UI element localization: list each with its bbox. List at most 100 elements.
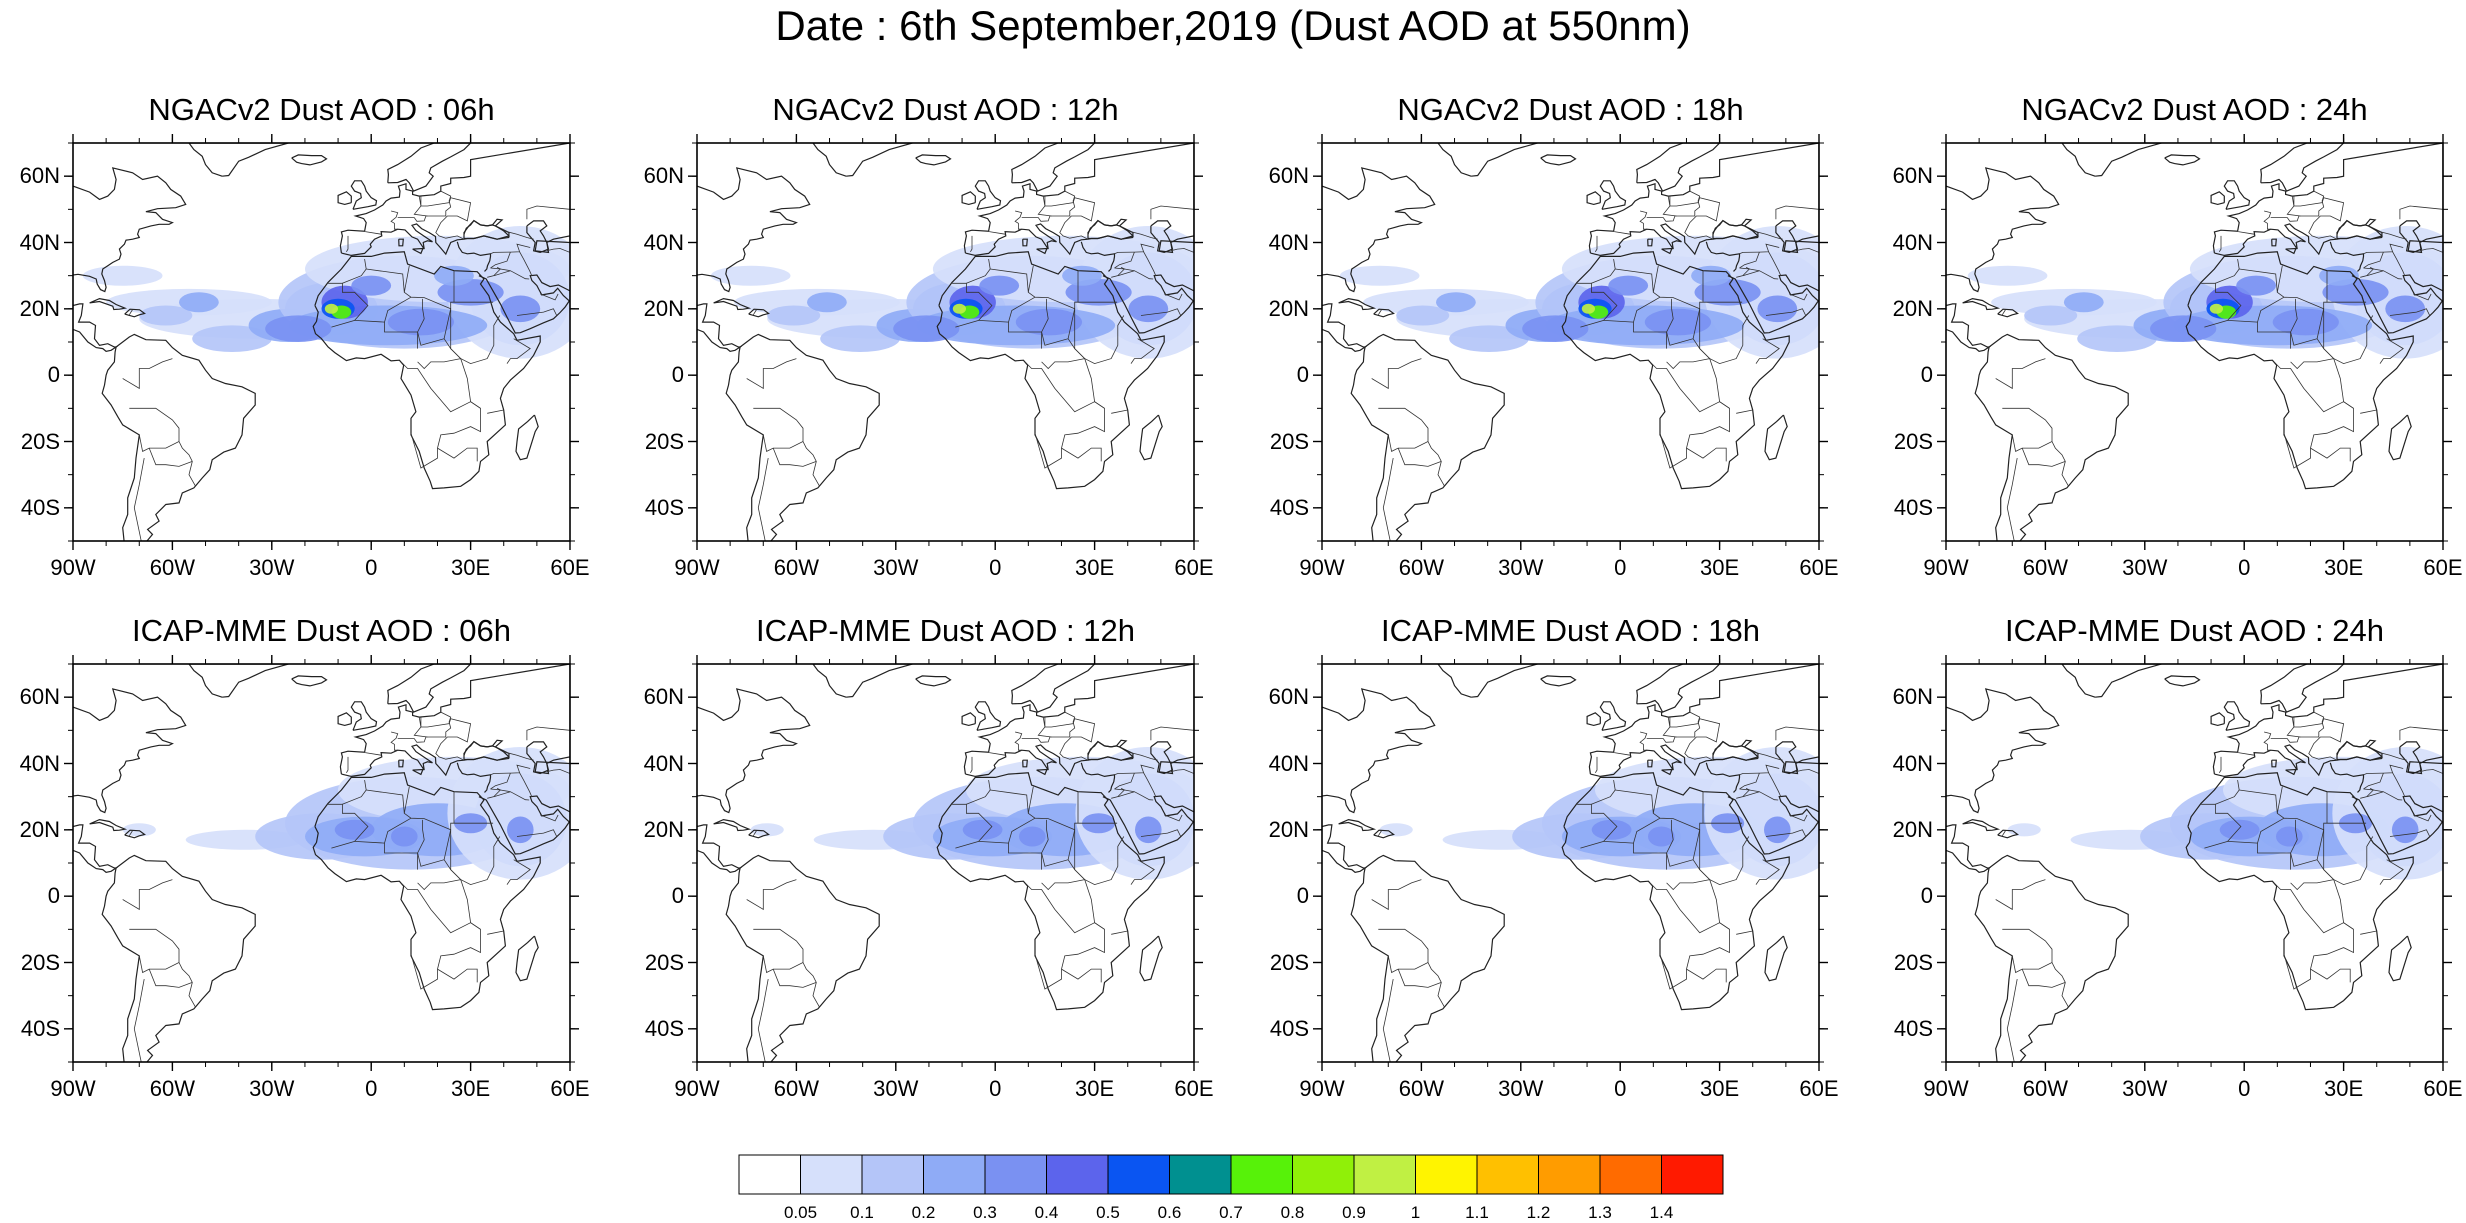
coastline	[2329, 241, 2365, 272]
country-border	[1111, 409, 1128, 414]
country-border	[1427, 441, 1445, 487]
country-border	[1752, 751, 1783, 761]
lat-tick-label: 20S	[644, 428, 684, 454]
country-border	[970, 756, 973, 774]
panel-title: NGACv2 Dust AOD : 18h	[1397, 92, 1744, 127]
coastline	[1022, 759, 1028, 768]
coastline	[915, 675, 952, 687]
coastline	[697, 303, 743, 352]
coastline	[463, 739, 511, 761]
lat-tick-label: 0	[671, 362, 684, 388]
dust-aod-cell	[2385, 295, 2426, 323]
dust-aod-cell	[710, 265, 791, 286]
coastline	[2164, 675, 2201, 687]
lon-tick-label: 30E	[1700, 1076, 1740, 1101]
country-border	[1130, 338, 1155, 364]
lat-tick-label: 0	[47, 362, 60, 388]
dust-aod-cell	[1757, 295, 1798, 323]
colorbar-swatch	[1599, 1154, 1662, 1195]
lon-tick-label: 0	[1614, 555, 1627, 580]
lat-tick-label: 20S	[644, 949, 684, 975]
country-border	[2419, 248, 2443, 253]
country-border	[2218, 235, 2222, 253]
dust-aod-cell	[807, 292, 847, 313]
country-border	[2263, 731, 2272, 751]
country-border	[1143, 772, 1157, 798]
lon-tick-label: 60E	[550, 555, 590, 580]
coastline	[2399, 741, 2423, 775]
country-border	[1111, 267, 1126, 278]
colorbar-swatch	[738, 1154, 801, 1195]
dust-aod-cell	[82, 265, 163, 286]
country-border	[2021, 447, 2066, 467]
coastline	[73, 303, 119, 352]
country-border	[2227, 296, 2285, 323]
country-border	[493, 270, 511, 277]
coastline	[2185, 772, 2414, 1011]
dust-aod-cell	[1648, 826, 1675, 847]
coastline	[963, 143, 1194, 254]
colorbar-label: 0.6	[1157, 1203, 1182, 1222]
colorbar-label: 1.2	[1526, 1203, 1551, 1222]
lat-tick-label: 0	[671, 883, 684, 909]
coastline	[697, 824, 743, 873]
country-border	[437, 447, 478, 462]
coastline	[1338, 818, 1377, 832]
lon-tick-label: 90W	[1923, 555, 1969, 580]
country-border	[1037, 711, 1076, 738]
lon-tick-label: 30W	[1498, 555, 1544, 580]
country-border	[1765, 829, 1807, 837]
coastline	[1661, 768, 1673, 776]
country-border	[1140, 829, 1182, 837]
country-border	[1752, 230, 1783, 240]
lon-tick-label: 30W	[249, 1076, 295, 1101]
country-border	[403, 265, 410, 293]
country-border	[1768, 772, 1782, 798]
country-border	[1591, 259, 1616, 284]
coastline	[1588, 664, 1819, 775]
dust-aod-cell	[387, 308, 454, 336]
country-border	[1044, 196, 1096, 240]
country-border	[1382, 979, 1394, 1062]
dust-aod-cell	[1075, 747, 1194, 880]
lon-tick-label: 60W	[2022, 1076, 2069, 1101]
country-border	[1427, 962, 1445, 1008]
country-border	[503, 230, 534, 240]
coastline	[1599, 701, 1627, 731]
country-border	[1603, 296, 1661, 323]
coastline	[1647, 759, 1653, 768]
coastline	[812, 664, 913, 698]
coastline	[1946, 167, 2060, 293]
coastline	[1561, 251, 1790, 490]
coastline	[915, 154, 952, 166]
country-border	[413, 190, 452, 217]
country-border	[490, 764, 531, 776]
colorbar-swatch	[1538, 1154, 1601, 1195]
country-border	[978, 296, 1036, 323]
coastline	[2285, 768, 2297, 776]
lon-tick-label: 0	[1614, 1076, 1627, 1101]
coastline	[1712, 218, 1760, 240]
lon-tick-label: 90W	[674, 555, 720, 580]
country-border	[2413, 293, 2432, 301]
colorbar-label: 1	[1410, 1203, 1421, 1222]
country-border	[1041, 879, 1085, 891]
country-border	[519, 772, 533, 798]
dust-aod-cell	[1691, 265, 1731, 286]
country-border	[966, 780, 991, 805]
coastline	[1139, 414, 1163, 461]
country-border	[1021, 736, 1052, 743]
coastline	[463, 218, 511, 240]
coastline	[1139, 935, 1163, 982]
country-border	[1041, 358, 1085, 370]
coastline	[1322, 688, 1436, 814]
dust-aod-cell	[1591, 819, 1632, 840]
country-border	[540, 814, 559, 822]
country-border	[128, 830, 133, 837]
coastline	[1997, 308, 2019, 318]
country-border	[2392, 772, 2406, 798]
lat-tick-label: 40N	[643, 229, 684, 255]
country-border	[2215, 259, 2240, 284]
country-border	[1666, 358, 1710, 370]
dust-aod-cell	[324, 303, 338, 314]
